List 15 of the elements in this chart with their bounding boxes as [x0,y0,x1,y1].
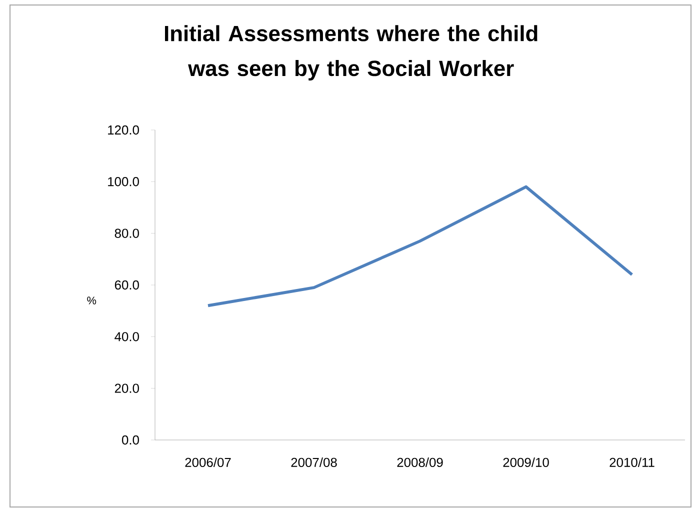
y-tick-label: 20.0 [114,384,139,393]
x-tick-label: 2010/11 [610,458,654,468]
y-tick-label: 100.0 [108,177,139,186]
y-tick-label: 120.0 [108,125,139,135]
y-tick-label: 60.0 [114,280,139,290]
y-tick-label: 40.0 [114,332,139,342]
chart-title: Initial Assessments where the child was seen by the Social Worker [164,25,538,80]
y-tick-label: 0.0 [122,435,139,445]
x-tick-label: 2008/09 [397,458,443,468]
x-tick-label: 2009/10 [503,458,549,468]
y-tick-label: 80.0 [114,228,139,238]
x-tick-label: 2007/08 [291,458,337,468]
x-tick-label: 2006/07 [185,458,231,468]
y-axis-title: % [87,296,96,304]
line-series [206,185,634,308]
